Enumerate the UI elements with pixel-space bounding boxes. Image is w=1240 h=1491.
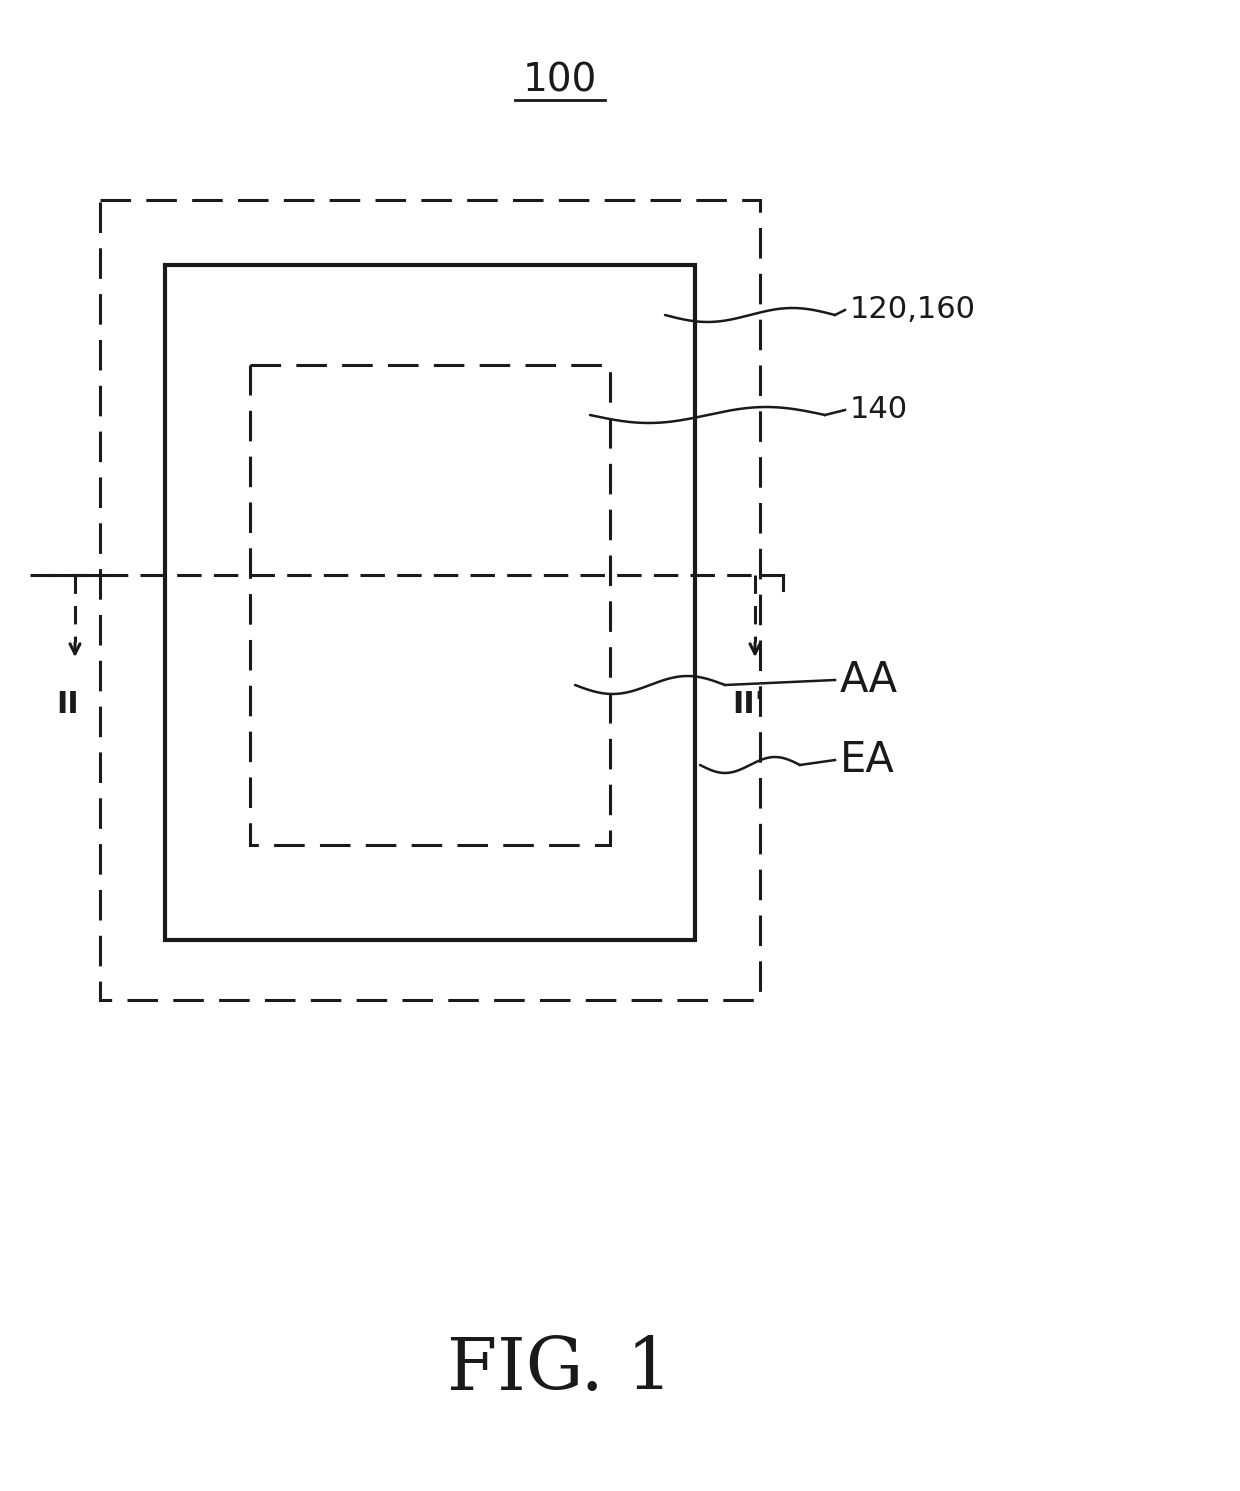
Text: FIG. 1: FIG. 1 bbox=[448, 1334, 673, 1405]
Text: 140: 140 bbox=[849, 395, 908, 425]
Text: 120,160: 120,160 bbox=[849, 295, 976, 325]
Text: AA: AA bbox=[839, 659, 898, 701]
Text: II': II' bbox=[732, 690, 764, 719]
Text: II: II bbox=[57, 690, 79, 719]
Text: EA: EA bbox=[839, 740, 895, 781]
Text: 100: 100 bbox=[523, 61, 598, 98]
